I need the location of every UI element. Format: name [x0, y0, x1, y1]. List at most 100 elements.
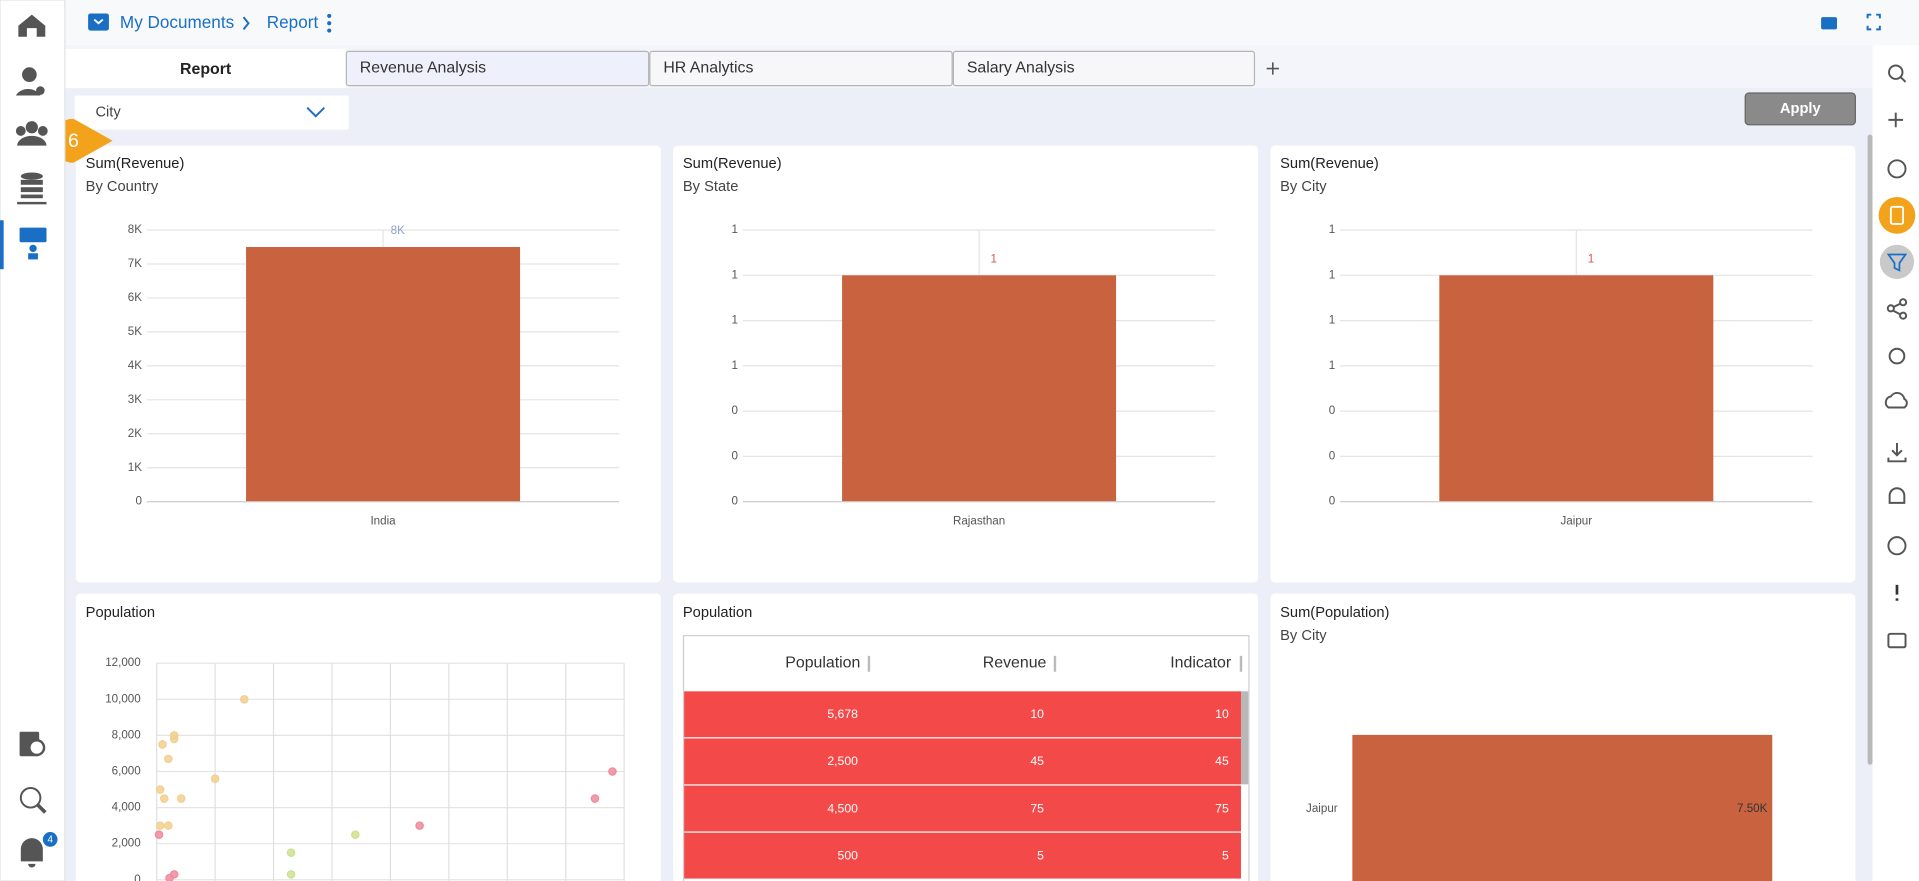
column-header: Revenue: [983, 654, 1047, 671]
y-tick-label: 5K: [128, 325, 142, 338]
dropdown-chevron: [306, 106, 326, 118]
notification-count: 4: [47, 835, 53, 846]
y-tick-label: 6,000: [112, 765, 141, 778]
chart-title: Sum(Revenue): [86, 156, 185, 172]
scrollbar[interactable]: [1867, 134, 1873, 765]
table-cell: 10: [1030, 707, 1044, 721]
notification-badge: [42, 832, 58, 847]
kebab-menu[interactable]: [327, 13, 332, 33]
tab[interactable]: Salary Analysis: [967, 60, 1075, 77]
top-bar: [64, 0, 1919, 46]
y-tick-label: 1: [732, 268, 738, 281]
tab-box[interactable]: [345, 50, 650, 87]
active-indicator: [0, 220, 4, 270]
y-tick-label: 1: [732, 314, 738, 327]
table-scrollbar[interactable]: [1240, 691, 1249, 785]
value-label: 8K: [391, 224, 405, 237]
apply-button[interactable]: [1744, 92, 1856, 126]
y-tick-label: 3K: [128, 393, 142, 406]
scatter-point: [176, 794, 186, 803]
filter-dropdown[interactable]: [74, 95, 349, 130]
breadcrumb-page[interactable]: Report: [267, 12, 319, 32]
active-tool[interactable]: [1878, 197, 1916, 234]
tour-step: 6: [68, 130, 79, 152]
users-icon[interactable]: [15, 121, 48, 146]
ai-icon[interactable]: [1887, 159, 1907, 179]
table-cell: 10: [1215, 707, 1229, 721]
scatter-point: [158, 740, 167, 749]
download-icon[interactable]: [1887, 442, 1907, 463]
filter-icon: [1886, 253, 1908, 272]
scatter-point: [164, 821, 173, 830]
scatter-point: [240, 695, 249, 704]
folder-icon[interactable]: [88, 13, 109, 31]
x-tick-label: Jaipur: [1561, 514, 1593, 527]
y-tick-label: 2K: [128, 427, 142, 440]
y-tick-label: 1: [1329, 268, 1335, 281]
breadcrumb-folder[interactable]: My Documents: [120, 12, 234, 32]
chart-subtitle: By City: [1280, 179, 1327, 195]
chart-title: Population: [86, 605, 155, 621]
column-header: Indicator: [1170, 654, 1232, 671]
table-title: Population: [683, 605, 752, 621]
tab[interactable]: Report: [180, 61, 232, 78]
alert-icon[interactable]: [1888, 487, 1906, 504]
comment-icon[interactable]: [1821, 17, 1838, 30]
y-tick-label: 10,000: [105, 692, 141, 705]
card: [75, 593, 661, 881]
table-cell: 4,500: [827, 801, 858, 815]
y-tick-label: 0: [1329, 404, 1335, 417]
bar: [1439, 275, 1714, 502]
add-tab[interactable]: [1266, 62, 1279, 75]
user-settings-icon[interactable]: [15, 67, 45, 96]
y-tick-label: 1: [1329, 359, 1335, 372]
y-tick-label: 1: [732, 223, 738, 236]
bar: [1352, 734, 1773, 881]
y-tick-label: 2,000: [112, 837, 141, 850]
right-toolbar: [1872, 45, 1919, 881]
theme-icon[interactable]: [1887, 536, 1907, 556]
report-icon[interactable]: [19, 731, 46, 757]
y-tick-label: 0: [732, 449, 738, 462]
tab-box[interactable]: [952, 50, 1256, 87]
tab[interactable]: HR Analytics: [663, 60, 753, 77]
y-tick-label: 0: [135, 495, 141, 508]
table-row: [684, 832, 1241, 879]
table-cell: 45: [1030, 754, 1044, 768]
notification-icon[interactable]: [20, 838, 43, 868]
scatter-point: [210, 774, 220, 783]
fullscreen-icon[interactable]: [1866, 13, 1881, 31]
bar: [842, 275, 1117, 502]
scatter-point: [155, 821, 165, 830]
share-icon[interactable]: [1886, 298, 1908, 320]
clipboard-icon: [1889, 205, 1905, 225]
home-icon[interactable]: [18, 14, 46, 37]
y-tick-label: 0: [732, 495, 738, 508]
notes-icon[interactable]: [1887, 632, 1907, 649]
add-icon[interactable]: [1888, 112, 1904, 128]
refresh-icon[interactable]: [1888, 347, 1906, 365]
tab[interactable]: Revenue Analysis: [360, 60, 486, 77]
database-icon[interactable]: [17, 172, 47, 205]
chart-title: Sum(Population): [1280, 605, 1389, 621]
tab-box[interactable]: [649, 50, 953, 87]
dashboard-icon[interactable]: [19, 227, 47, 260]
search-data-icon[interactable]: [19, 787, 47, 814]
scatter-point: [286, 848, 296, 857]
scatter-point: [415, 821, 424, 830]
tour-badge[interactable]: [51, 118, 113, 163]
scatter-point: [159, 794, 169, 803]
chart-subtitle: By State: [683, 179, 738, 195]
table-row: [684, 785, 1241, 832]
filter-tool[interactable]: [1879, 244, 1915, 279]
search-icon[interactable]: [1888, 64, 1907, 83]
y-tick-label: 0: [1329, 449, 1335, 462]
toolbar-icons: [1878, 64, 1916, 649]
scatter-point: [286, 870, 296, 879]
y-tick-label: 1: [732, 359, 738, 372]
cloud-icon[interactable]: [1884, 392, 1908, 409]
apply-label: Apply: [1780, 101, 1822, 117]
y-tick-label: 1: [1329, 314, 1335, 327]
y-tick-label: 0: [134, 873, 140, 881]
breadcrumb-separator: [242, 16, 250, 30]
